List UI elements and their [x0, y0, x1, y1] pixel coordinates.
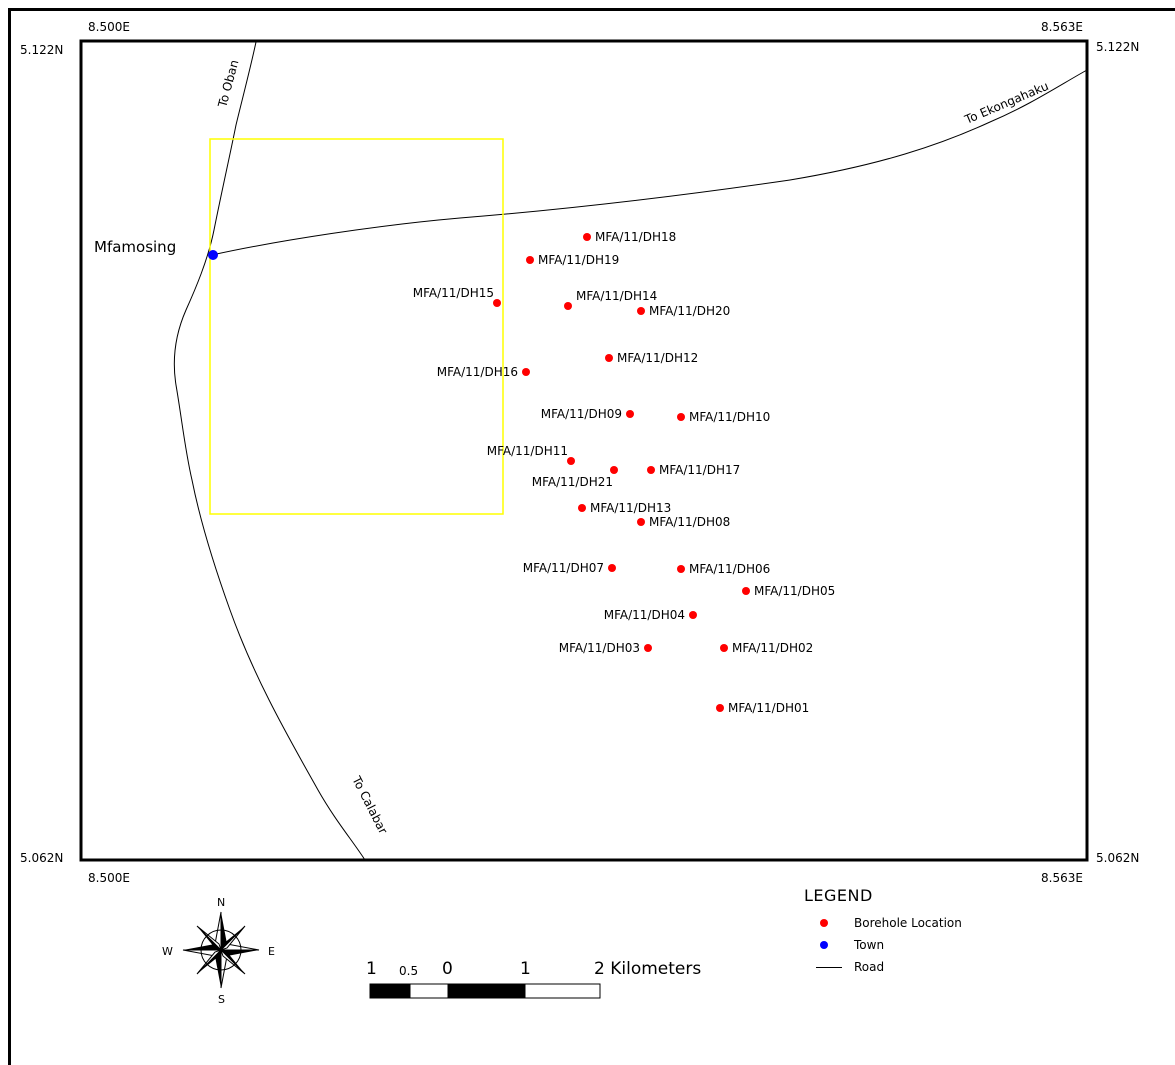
- borehole-marker: [644, 644, 652, 652]
- road-symbol-icon: [816, 967, 842, 968]
- borehole-marker: [578, 504, 586, 512]
- borehole-label: MFA/11/DH11: [487, 444, 568, 458]
- north-arrow-icon: [182, 911, 260, 989]
- borehole-marker: [720, 644, 728, 652]
- legend-borehole: Borehole Location: [820, 916, 962, 930]
- borehole-marker: [526, 256, 534, 264]
- borehole-marker: [689, 611, 697, 619]
- borehole-label: MFA/11/DH03: [559, 641, 640, 655]
- road-to-oban-calabar: [173, 41, 366, 861]
- legend-town-label: Town: [854, 938, 885, 952]
- map-frame: [8, 8, 1175, 1065]
- borehole-label: MFA/11/DH17: [659, 463, 740, 477]
- borehole-label: MFA/11/DH19: [538, 253, 619, 267]
- borehole-label: MFA/11/DH14: [576, 289, 657, 303]
- borehole-marker: [716, 704, 724, 712]
- compass-n: N: [217, 896, 225, 909]
- scale-label-0: 0: [442, 959, 453, 979]
- borehole-marker: [677, 413, 685, 421]
- borehole-label: MFA/11/DH20: [649, 304, 730, 318]
- town-label: Mfamosing: [94, 238, 176, 256]
- borehole-label: MFA/11/DH13: [590, 501, 671, 515]
- borehole-marker: [493, 299, 501, 307]
- legend-road-label: Road: [854, 960, 885, 974]
- scale-label-2-km: 2 Kilometers: [594, 959, 702, 979]
- borehole-marker: [637, 307, 645, 315]
- compass-w: W: [162, 945, 173, 958]
- coord-lat-bottom-right: 5.062N: [1096, 851, 1140, 865]
- town-symbol-icon: [820, 941, 828, 949]
- borehole-marker: [610, 466, 618, 474]
- borehole-marker: [567, 457, 575, 465]
- scale-label-1-left: 1: [366, 959, 377, 979]
- borehole-label: MFA/11/DH18: [595, 230, 676, 244]
- borehole-label: MFA/11/DH09: [541, 407, 622, 421]
- road-label-to-calabar: To Calabar: [349, 773, 390, 836]
- borehole-label: MFA/11/DH16: [437, 365, 518, 379]
- legend-town: Town: [820, 938, 884, 952]
- borehole-label: MFA/11/DH04: [604, 608, 685, 622]
- scale-bar: [369, 983, 601, 999]
- borehole-label: MFA/11/DH07: [523, 561, 604, 575]
- borehole-marker: [677, 565, 685, 573]
- borehole-label: MFA/11/DH01: [728, 701, 809, 715]
- coord-lon-top-right: 8.563E: [1041, 20, 1083, 34]
- borehole-label: MFA/11/DH12: [617, 351, 698, 365]
- road-label-to-oban: To Oban: [215, 58, 241, 109]
- coord-lon-bottom-left: 8.500E: [88, 871, 130, 885]
- borehole-label: MFA/11/DH08: [649, 515, 730, 529]
- borehole-label: MFA/11/DH05: [754, 584, 835, 598]
- scale-label-0-5: 0.5: [399, 964, 419, 978]
- coord-lat-top-left: 5.122N: [20, 43, 64, 57]
- borehole-label: MFA/11/DH06: [689, 562, 770, 576]
- study-area-box: [209, 138, 504, 515]
- coord-lon-top-left: 8.500E: [88, 20, 130, 34]
- coord-lat-bottom-left: 5.062N: [20, 851, 64, 865]
- borehole-marker: [564, 302, 572, 310]
- town-marker: [208, 250, 218, 260]
- borehole-symbol-icon: [820, 919, 828, 927]
- borehole-label: MFA/11/DH10: [689, 410, 770, 424]
- borehole-label: MFA/11/DH02: [732, 641, 813, 655]
- compass-s: S: [218, 993, 225, 1006]
- borehole-marker: [583, 233, 591, 241]
- scale-label-1: 1: [520, 959, 531, 979]
- borehole-marker: [522, 368, 530, 376]
- borehole-label: MFA/11/DH15: [413, 286, 494, 300]
- borehole-marker: [742, 587, 750, 595]
- borehole-marker: [608, 564, 616, 572]
- compass-e: E: [268, 945, 275, 958]
- borehole-marker: [605, 354, 613, 362]
- borehole-label: MFA/11/DH21: [532, 475, 613, 489]
- map-border: [79, 39, 1089, 862]
- borehole-marker: [626, 410, 634, 418]
- road-to-ekongahaku: [211, 69, 1088, 256]
- coord-lat-top-right: 5.122N: [1096, 40, 1140, 54]
- legend-road: Road: [816, 960, 885, 974]
- road-label-to-ekongahaku: To Ekongahaku: [962, 79, 1051, 127]
- legend-title: LEGEND: [804, 886, 873, 905]
- borehole-layer: MFA/11/DH18 MFA/11/DH19 MFA/11/DH15 MFA/11/…: [413, 230, 836, 715]
- borehole-marker: [647, 466, 655, 474]
- borehole-marker: [637, 518, 645, 526]
- coord-lon-bottom-right: 8.563E: [1041, 871, 1083, 885]
- legend-borehole-label: Borehole Location: [854, 916, 962, 930]
